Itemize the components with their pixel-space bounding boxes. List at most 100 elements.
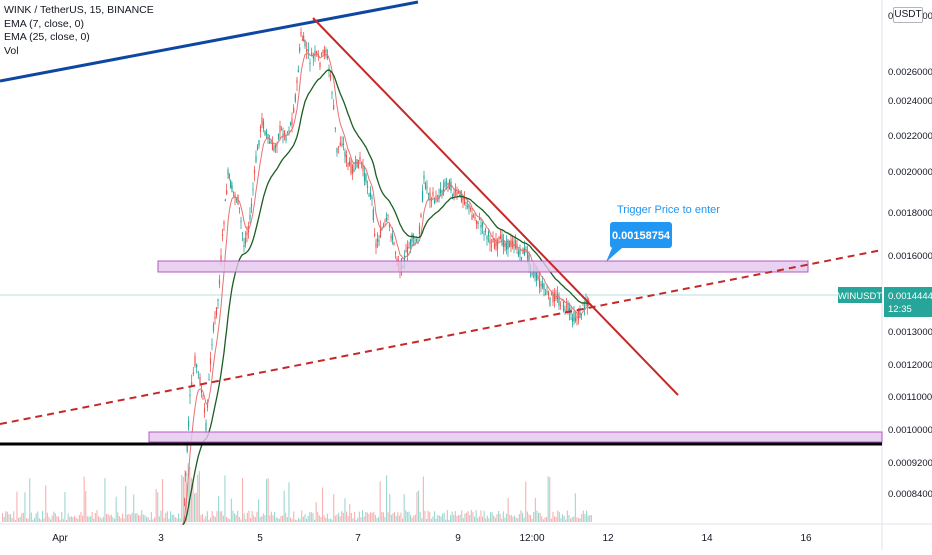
upper-trendline[interactable] <box>0 0 419 83</box>
volume-bar <box>154 517 156 522</box>
volume-bar <box>293 511 295 522</box>
volume-bar <box>8 514 10 522</box>
candle-body <box>453 192 455 197</box>
candle-body <box>312 55 314 59</box>
volume-bar <box>402 518 404 522</box>
volume-bar <box>26 518 28 522</box>
volume-bar <box>338 512 340 522</box>
candle-body <box>378 240 380 242</box>
volume-bar <box>229 519 231 522</box>
volume-bar <box>123 518 125 522</box>
candle-body <box>339 142 341 146</box>
volume-bar <box>21 513 23 522</box>
candle-body <box>294 94 296 102</box>
candle-body <box>214 316 216 319</box>
candle-body <box>391 234 394 241</box>
volume-bar <box>48 516 50 522</box>
volume-bar <box>544 517 546 522</box>
candle-body <box>427 193 430 195</box>
volume-bar <box>528 514 530 522</box>
candle-body <box>231 185 233 192</box>
candle-body <box>388 224 391 227</box>
candle-body <box>571 317 574 322</box>
volume-bar <box>454 511 456 522</box>
candle-body <box>487 231 490 236</box>
price-tag[interactable] <box>884 287 932 317</box>
candle-body <box>459 190 461 197</box>
volume-bar <box>485 518 487 522</box>
price-axis[interactable] <box>882 0 932 550</box>
volume-bar <box>181 474 183 522</box>
resistance-zone[interactable] <box>157 260 809 273</box>
volume-bar <box>539 512 541 522</box>
volume-bar <box>187 463 189 522</box>
volume-bar <box>80 511 82 522</box>
candle-body <box>329 74 332 80</box>
volume-bar <box>93 518 95 522</box>
volume-bar <box>405 510 407 522</box>
currency-button[interactable]: USDT <box>893 7 923 23</box>
symbol-tag[interactable] <box>838 287 882 303</box>
descending-trendline[interactable] <box>312 17 679 396</box>
candle-body <box>384 220 386 222</box>
volume-bar <box>344 498 346 522</box>
volume-bar <box>507 497 509 522</box>
volume-bar <box>419 511 421 522</box>
volume-bar <box>459 514 461 522</box>
candle-body <box>256 146 259 151</box>
volume-bar <box>378 517 380 522</box>
candle-body <box>403 255 406 262</box>
volume-bar <box>301 510 303 522</box>
volume-bar <box>443 512 445 522</box>
candle-body <box>394 252 397 254</box>
annotation-value-box[interactable] <box>610 222 672 248</box>
candle-body <box>230 180 232 189</box>
volume-bar <box>416 491 418 522</box>
y-tick-label: 0.00260000 <box>888 67 932 78</box>
candle-body <box>558 297 560 306</box>
volume-bar <box>195 492 197 522</box>
volume-bar <box>541 516 543 522</box>
candle-body <box>579 311 581 318</box>
candle-body <box>574 317 577 321</box>
candle-body <box>228 174 230 179</box>
candle-body <box>205 422 207 431</box>
legend-vol[interactable]: Vol <box>4 44 19 57</box>
candle-body <box>412 236 415 239</box>
candle-body <box>576 315 578 319</box>
volume-bar <box>234 513 236 522</box>
volume-bar <box>214 516 216 522</box>
volume-bar <box>219 511 221 522</box>
legend-title[interactable]: WINK / TetherUS, 15, BINANCE <box>4 4 154 16</box>
candle-body <box>188 420 190 427</box>
candle-body <box>261 117 263 125</box>
x-tick-label: 12 <box>602 533 614 544</box>
candle-body <box>415 239 418 242</box>
candle-body <box>474 217 476 220</box>
volume-bar <box>349 504 351 522</box>
volume-bar <box>176 518 178 522</box>
support-zone[interactable] <box>148 431 883 443</box>
candle-body <box>490 245 493 247</box>
legend-ema25[interactable]: EMA (25, close, 0) <box>4 31 90 43</box>
volume-bar <box>517 518 519 522</box>
dashed-support-line[interactable] <box>0 249 883 425</box>
candle-body <box>456 191 458 196</box>
candle-body <box>492 239 494 243</box>
volume-bar <box>584 514 586 522</box>
candle-body <box>418 225 421 235</box>
x-tick-label: 12:00 <box>519 533 544 544</box>
volume-bar <box>562 514 564 522</box>
volume-bar <box>91 511 93 522</box>
candle-body <box>528 255 530 266</box>
volume-bar <box>102 516 104 522</box>
legend-ema7[interactable]: EMA (7, close, 0) <box>4 17 84 30</box>
volume-bar <box>160 510 162 522</box>
volume-bar <box>568 514 570 522</box>
volume-bar <box>310 512 312 522</box>
candle-body <box>200 390 203 393</box>
volume-bar <box>403 494 405 522</box>
volume-bar <box>77 518 79 522</box>
